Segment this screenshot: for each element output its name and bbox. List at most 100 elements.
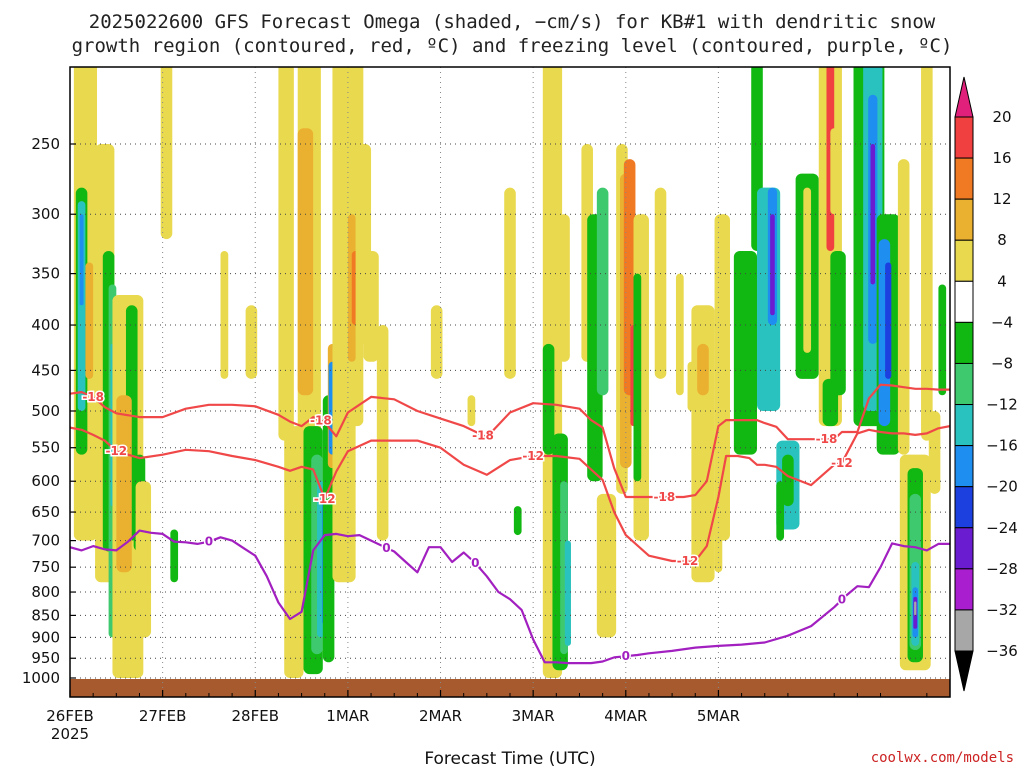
colorbar-label: −24	[986, 519, 1018, 537]
contour-label: 0	[382, 541, 390, 555]
omega-shade-cell	[513, 506, 522, 536]
y-tick-label: 700	[31, 532, 60, 550]
colorbar-label: 8	[997, 231, 1007, 249]
y-tick-label: 850	[31, 606, 60, 624]
contour-label: -12	[677, 554, 699, 568]
omega-shade-cell	[85, 262, 94, 379]
x-tick-label: 3MAR	[512, 707, 555, 725]
omega-shade-cell	[596, 187, 609, 396]
omega-shade-cell	[885, 262, 892, 379]
y-tick-label: 800	[31, 583, 60, 601]
colorbar: 20 16 12 8 4 −4 −8 −12 −16 −20 −24 −28 −32 −36	[954, 76, 1018, 692]
contour-label: -12	[522, 449, 544, 463]
omega-shade-cell	[675, 273, 684, 396]
omega-shade-cell	[938, 284, 947, 396]
colorbar-swatch	[954, 404, 974, 447]
x-tick-label: 1MAR	[326, 707, 369, 725]
colorbar-label: 12	[992, 190, 1011, 208]
omega-shade-cell	[558, 214, 570, 362]
contour-line	[70, 529, 950, 665]
x-tick-label: 27FEB	[139, 707, 186, 725]
terrain-strip	[70, 679, 950, 697]
omega-shade-cell	[633, 273, 642, 482]
omega-shade-cell	[170, 529, 179, 583]
x-tick-label: 28FEB	[232, 707, 279, 725]
contour-label: 0	[622, 649, 630, 663]
omega-shade-cell	[782, 454, 794, 507]
omega-shade-cell	[245, 305, 258, 379]
x-tick-label: 2MAR	[419, 707, 462, 725]
colorbar-swatch	[954, 362, 974, 406]
omega-shade-cell	[822, 378, 839, 427]
omega-shade-cell	[297, 128, 314, 396]
omega-shade-cell	[897, 159, 910, 455]
omega-shade-cell	[714, 214, 730, 541]
colorbar-label: 20	[992, 108, 1011, 126]
omega-shade-cell	[376, 325, 389, 541]
omega-shading-layer	[73, 67, 947, 678]
colorbar-top-arrow	[954, 76, 974, 118]
colorbar-label: 4	[997, 272, 1007, 290]
omega-shade-cell	[467, 395, 476, 427]
omega-shade-cell	[564, 540, 571, 646]
omega-shade-cell	[363, 250, 379, 362]
x-tick-label: 5MAR	[697, 707, 740, 725]
y-tick-label: 750	[31, 558, 60, 576]
contour-label: -12	[105, 444, 127, 458]
omega-shade-cell	[803, 187, 812, 353]
omega-shade-cell	[776, 481, 785, 541]
omega-shade-cell	[830, 250, 846, 396]
y-tick-label: 250	[31, 135, 60, 153]
omega-shade-cell	[504, 187, 516, 379]
omega-shade-cell	[116, 395, 132, 573]
omega-shade-cell	[870, 144, 876, 285]
y-tick-label: 1000	[22, 669, 60, 687]
contour-label: -12	[314, 492, 336, 506]
colorbar-swatch	[954, 445, 974, 488]
colorbar-label: −12	[986, 396, 1018, 414]
omega-shade-cell	[135, 481, 152, 638]
y-tick-label: 450	[31, 361, 60, 379]
colorbar-label: −28	[986, 560, 1018, 578]
colorbar-swatch	[954, 609, 974, 652]
y-tick-label: 500	[31, 402, 60, 420]
y-tick-label: 300	[31, 205, 60, 223]
contour-label: -18	[82, 390, 104, 404]
x-axis-title: Forecast Time (UTC)	[424, 749, 595, 768]
chart-title-line1: 2025022600 GFS Forecast Omega (shaded, −…	[89, 11, 936, 33]
x-axis: 26FEB 27FEB 28FEB 1MAR 2MAR 3MAR 4MAR 5MAR 2025	[46, 690, 928, 743]
colorbar-bottom-arrow	[954, 650, 974, 692]
omega-shade-cell	[220, 250, 229, 379]
y-tick-label: 350	[31, 265, 60, 283]
contour-label: -18	[472, 428, 494, 442]
omega-shade-cell	[697, 343, 709, 396]
colorbar-label: −16	[986, 437, 1018, 455]
terrain-layer	[70, 679, 950, 697]
x-tick-label: 26FEB	[46, 707, 93, 725]
site-watermark[interactable]: coolwx.com/models	[871, 750, 1014, 766]
colorbar-label: −36	[986, 642, 1018, 660]
omega-shade-cell	[654, 187, 667, 379]
omega-shade-cell	[830, 128, 839, 215]
colorbar-swatch	[954, 239, 974, 282]
colorbar-label: −4	[991, 313, 1013, 331]
y-tick-label: 650	[31, 503, 60, 521]
omega-shade-cell	[278, 67, 294, 441]
contour-label: -18	[654, 490, 676, 504]
colorbar-swatch	[954, 198, 974, 241]
omega-shade-cell	[921, 67, 933, 441]
colorbar-swatch	[954, 116, 974, 159]
omega-shade-cell	[733, 250, 758, 455]
colorbar-swatch	[954, 527, 974, 570]
colorbar-label: 16	[992, 149, 1011, 167]
contour-line	[70, 425, 950, 563]
colorbar-label: −20	[986, 478, 1018, 496]
gridlines	[70, 67, 950, 697]
colorbar-swatch	[954, 568, 974, 611]
y-axis: 250 300 350 400 450 500 550 600 650 700 750 800 850 9…	[22, 135, 76, 687]
contour-line	[70, 383, 950, 499]
y-tick-label: 950	[31, 649, 60, 667]
colorbar-label: −8	[991, 354, 1013, 372]
colorbar-swatch	[954, 321, 974, 364]
